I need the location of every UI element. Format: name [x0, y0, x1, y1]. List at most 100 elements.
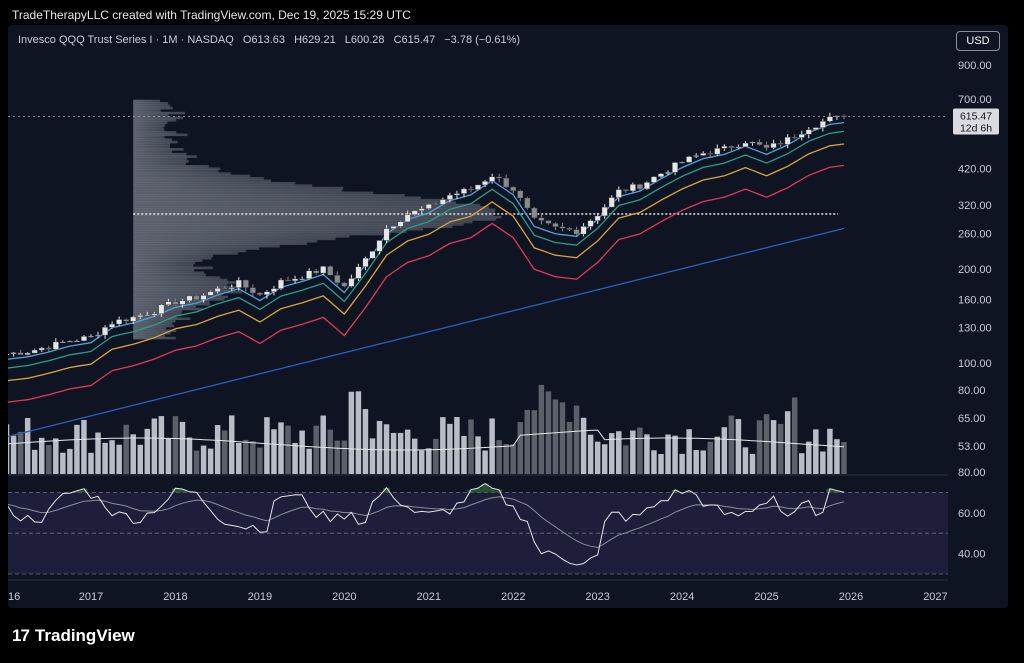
- volume-profile-bar: [133, 259, 203, 262]
- volume-bar: [623, 445, 629, 474]
- volume-bar: [510, 444, 516, 474]
- time-axis-label: 2020: [332, 591, 356, 603]
- candle-body: [496, 176, 503, 179]
- candle-body: [636, 184, 643, 190]
- volume-profile-bar: [133, 264, 194, 267]
- candle-body: [24, 352, 31, 355]
- symbol-info-bar[interactable]: Invesco QQQ Trust Series I · 1M · NASDAQ…: [18, 34, 526, 46]
- time-axis-label: 2019: [248, 591, 272, 603]
- volume-bar: [707, 441, 714, 474]
- volume-bar: [95, 432, 101, 474]
- volume-profile-bar: [133, 252, 238, 255]
- volume-bar: [397, 432, 404, 474]
- volume-bar: [538, 384, 545, 474]
- candle-body: [172, 301, 179, 305]
- candle-body: [805, 129, 812, 135]
- volume-profile-bar: [133, 162, 186, 166]
- volume-bar: [24, 417, 31, 474]
- volume-bar: [559, 402, 566, 474]
- candle-body: [207, 291, 214, 296]
- volume-bar: [418, 450, 425, 474]
- volume-bar: [193, 450, 200, 474]
- volume-bar: [355, 391, 362, 474]
- rsi-overbought-fill: [685, 490, 693, 493]
- last-price-badge: [953, 108, 999, 135]
- volume-bar: [813, 429, 819, 474]
- volume-bar: [658, 453, 664, 474]
- volume-bar: [672, 435, 678, 474]
- candle-body: [482, 181, 489, 186]
- rsi-overbought-fill: [495, 489, 503, 493]
- volume-bar: [601, 444, 608, 474]
- volume-bar: [186, 437, 193, 474]
- currency-button[interactable]: USD: [956, 31, 1000, 51]
- volume-profile-bar: [133, 131, 177, 134]
- volume-profile-bar: [133, 196, 421, 200]
- tradingview-logo-mark: 17: [12, 626, 30, 645]
- candle-body: [453, 193, 460, 196]
- volume-bar: [179, 421, 186, 474]
- rsi-pane: [8, 491, 948, 575]
- volume-bar: [327, 429, 334, 474]
- time-axis-label: 2022: [501, 591, 525, 603]
- volume-profile: [133, 99, 838, 340]
- candle-body: [594, 215, 601, 221]
- volume-axis-label: 80.00: [958, 385, 986, 397]
- volume-profile-bar: [133, 123, 166, 127]
- candle-body: [130, 316, 137, 322]
- volume-profile-bar: [133, 111, 186, 115]
- volume-bar: [594, 441, 601, 474]
- volume-bar: [8, 424, 10, 474]
- chart-canvas[interactable]: 900.00 700.00 420.00 320.00 260.00 200.00 160.…: [8, 25, 1008, 608]
- price-axis-label: 260.00: [958, 228, 992, 240]
- chart-credit: TradeTherapyLLC created with TradingView…: [12, 8, 411, 22]
- candle-body: [749, 141, 756, 144]
- volume-bar: [630, 430, 636, 474]
- candle-body: [383, 228, 390, 241]
- volume-bar: [665, 434, 671, 474]
- candle-body: [81, 336, 87, 342]
- candle-body: [643, 182, 650, 190]
- volume-bar: [60, 452, 66, 474]
- ohlc-open: O613.63: [242, 34, 286, 46]
- volume-bar: [74, 424, 80, 474]
- volume-profile-bar: [133, 261, 196, 265]
- volume-bar: [608, 433, 615, 474]
- volume-profile-bar: [133, 148, 184, 151]
- rsi-overbought-fill: [474, 488, 482, 493]
- volume-profile-bar: [133, 140, 178, 144]
- volume-bar: [777, 423, 784, 474]
- volume-bar: [130, 434, 136, 474]
- time-axis-label: 2025: [754, 591, 778, 603]
- candle-body: [313, 270, 320, 274]
- volume-bar: [573, 405, 580, 474]
- volume-bar: [383, 424, 390, 474]
- volume-bar: [109, 440, 115, 474]
- price-axis-label: 700.00: [958, 94, 992, 106]
- volume-bar: [587, 434, 594, 474]
- volume-profile-bar: [133, 102, 169, 105]
- volume-bar: [116, 444, 122, 474]
- candle-body: [559, 226, 566, 229]
- volume-bar: [123, 424, 129, 474]
- volume-profile-bar: [133, 155, 198, 158]
- volume-profile-bar: [133, 225, 453, 229]
- candle-body: [545, 220, 552, 224]
- volume-profile-bar: [133, 293, 222, 296]
- candle-body: [531, 207, 538, 219]
- rsi-overbought-fill: [481, 483, 489, 493]
- candle-body: [348, 278, 355, 287]
- candle-body: [116, 319, 123, 325]
- candle-body: [214, 288, 221, 293]
- candle-body: [249, 287, 256, 294]
- candle-body: [320, 266, 327, 274]
- volume-profile-bar: [133, 164, 209, 168]
- volume-profile-bar: [133, 198, 450, 202]
- price-axis-label: 900.00: [958, 60, 992, 72]
- candle-body: [179, 300, 186, 305]
- volume-bar: [820, 451, 826, 474]
- volume-profile-bar: [133, 244, 280, 248]
- volume-profile-bar: [133, 194, 405, 197]
- candle-body: [714, 148, 721, 155]
- volume-profile-bar: [133, 302, 211, 306]
